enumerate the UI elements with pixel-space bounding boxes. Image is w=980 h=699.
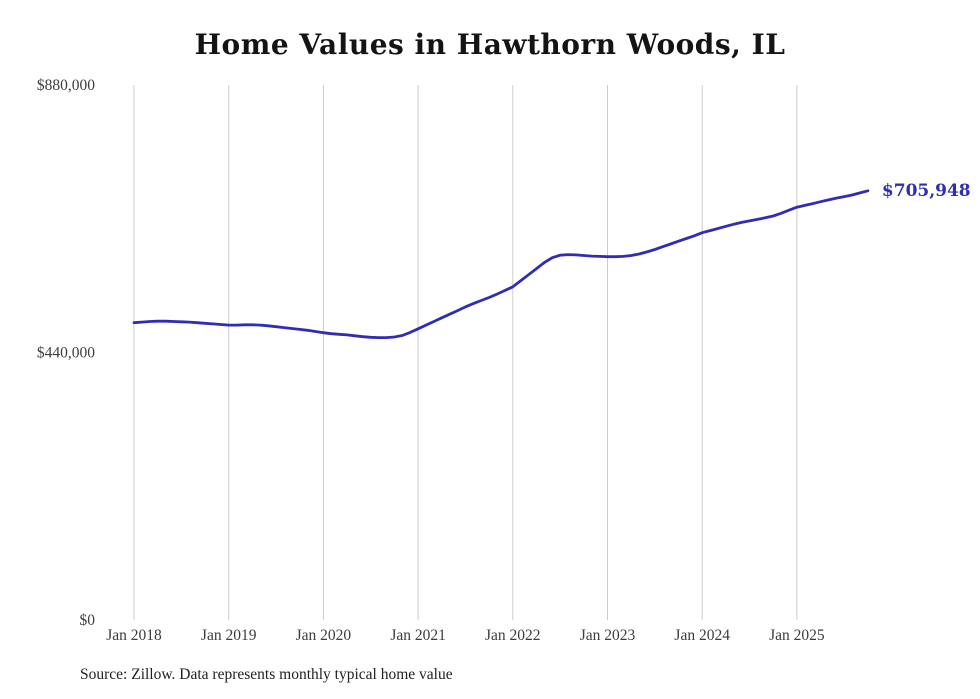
x-tick-label: Jan 2018 bbox=[106, 627, 162, 644]
x-tick-label: Jan 2021 bbox=[390, 627, 446, 644]
x-tick-label: Jan 2025 bbox=[769, 627, 825, 644]
x-tick-label: Jan 2019 bbox=[201, 627, 257, 644]
y-tick-label: $0 bbox=[80, 612, 96, 629]
x-tick-label: Jan 2020 bbox=[296, 627, 352, 644]
y-tick-label: $440,000 bbox=[37, 345, 95, 362]
chart-title: Home Values in Hawthorn Woods, IL bbox=[194, 28, 786, 61]
home-value-line bbox=[132, 189, 870, 340]
x-tick-label: Jan 2023 bbox=[580, 627, 636, 644]
x-tick-label: Jan 2022 bbox=[485, 627, 541, 644]
x-tick-label: Jan 2024 bbox=[674, 627, 730, 644]
source-note: Source: Zillow. Data represents monthly … bbox=[80, 666, 453, 683]
end-value-label: $705,948 bbox=[882, 181, 971, 201]
y-tick-label: $880,000 bbox=[37, 77, 95, 94]
